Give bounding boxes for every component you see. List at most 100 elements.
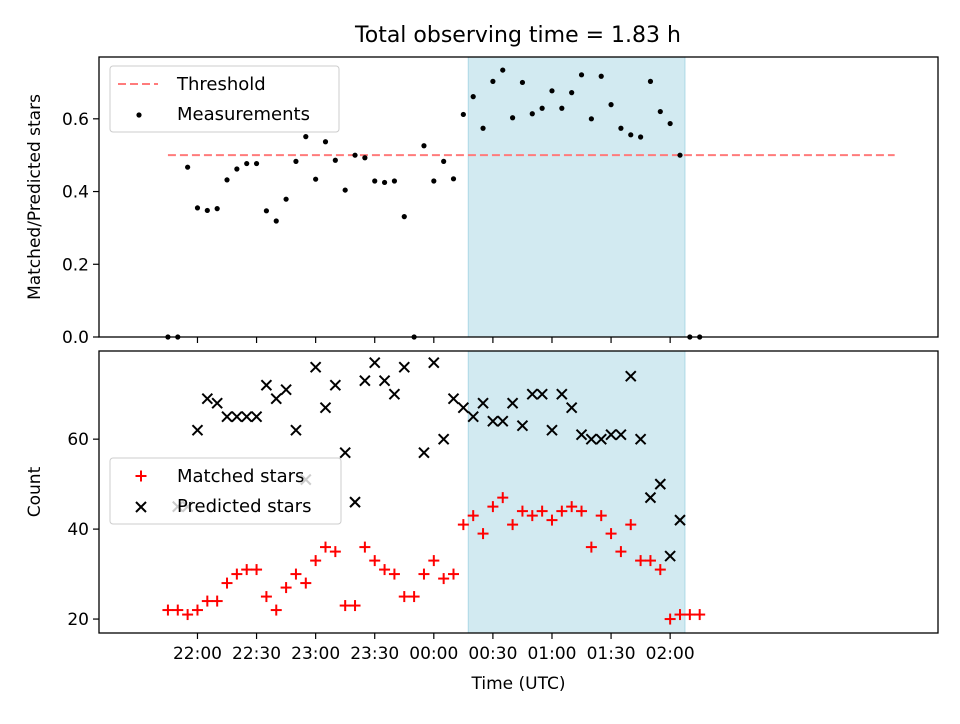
measurement-point (431, 178, 437, 184)
predicted-star-marker (378, 374, 391, 387)
predicted-marker-stroke (418, 446, 430, 459)
measurement-point (529, 111, 535, 117)
measurement-point (490, 78, 496, 84)
matched-star-marker (566, 501, 578, 513)
measurement-point (539, 105, 545, 111)
measurement-point (628, 132, 634, 138)
matched-star-marker (536, 505, 548, 517)
y-axis-label: Count (25, 466, 45, 517)
bottom-axes-frame (98, 350, 939, 634)
matched-star-marker (644, 555, 656, 567)
predicted-marker-stroke (536, 388, 548, 400)
predicted-star-marker (201, 392, 214, 405)
matched-star-marker (477, 528, 489, 540)
predicted-marker-stroke (565, 401, 578, 414)
matched-star-marker (635, 555, 647, 567)
matched-star-marker (516, 505, 528, 517)
matched-star-marker (507, 519, 519, 531)
legend-label: Threshold (176, 74, 266, 95)
predicted-marker-stroke (339, 446, 351, 459)
predicted-marker-stroke (437, 433, 450, 445)
predicted-marker-stroke (378, 374, 391, 387)
measurement-point (234, 166, 240, 172)
predicted-star-marker (516, 419, 529, 432)
predicted-marker-stroke (428, 356, 440, 369)
predicted-marker-stroke (211, 397, 223, 409)
measurement-point (273, 218, 279, 224)
measurement-point (342, 187, 348, 193)
measurement-point (381, 179, 388, 186)
matched-star-marker (654, 564, 666, 576)
predicted-star-marker (644, 491, 657, 504)
predicted-marker-stroke (388, 388, 401, 400)
x-tick-label: 02:00 (646, 644, 695, 664)
measurement-point (372, 178, 378, 184)
matched-star-marker (497, 492, 509, 504)
measurement-point (322, 139, 329, 145)
predicted-marker-stroke (487, 415, 499, 427)
predicted-star-marker (231, 410, 243, 423)
x-tick-label: 23:00 (291, 644, 340, 664)
x-tick-label: 23:30 (350, 644, 399, 664)
matched-star-marker (576, 505, 588, 517)
measurement-point (588, 116, 594, 122)
predicted-star-marker (546, 424, 558, 436)
measurement-point (313, 176, 319, 182)
matched-star-marker (231, 568, 243, 580)
matched-star-marker (467, 510, 479, 522)
matched-star-marker (349, 600, 361, 612)
predicted-star-marker (605, 428, 617, 441)
predicted-star-marker (388, 388, 401, 400)
measurement-point (647, 78, 654, 84)
y-axis-label: Matched/Predicted stars (25, 94, 45, 300)
measurement-point (194, 205, 201, 211)
predicted-star-marker (536, 388, 548, 400)
predicted-star-marker (477, 397, 489, 409)
matched-star-marker (448, 568, 460, 580)
predicted-star-marker (270, 392, 282, 405)
measurement-point (224, 177, 230, 183)
matched-star-marker (191, 604, 203, 616)
measurement-point (204, 207, 210, 214)
matched-star-marker (270, 604, 282, 616)
measurement-point (362, 155, 368, 161)
predicted-star-marker (625, 370, 637, 382)
matched-star-marker (418, 568, 430, 580)
matched-star-marker (546, 514, 558, 526)
x-tick-label: 01:30 (587, 644, 636, 664)
matched-star-marker (664, 613, 676, 625)
predicted-marker-stroke (329, 379, 342, 391)
measurement-point (352, 152, 358, 158)
predicted-marker-stroke (309, 361, 322, 373)
predicted-marker-stroke (191, 424, 204, 436)
predicted-marker-stroke (654, 478, 667, 490)
measurement-point (401, 214, 407, 220)
predicted-marker-stroke (674, 514, 686, 526)
matched-star-marker (260, 591, 272, 603)
legend-box (109, 65, 340, 133)
predicted-star-marker (565, 401, 578, 414)
measurement-point (460, 111, 466, 118)
matched-star-marker (398, 591, 410, 603)
y-tick-label: 0.2 (62, 255, 89, 275)
predicted-star-marker (250, 410, 263, 423)
matched-star-marker (201, 595, 213, 607)
predicted-marker-stroke (595, 433, 607, 445)
predicted-star-marker (447, 392, 460, 405)
matched-star-marker (300, 577, 312, 589)
measurement-point (500, 67, 506, 73)
measurement-point (638, 134, 644, 140)
matched-star-marker (329, 546, 341, 558)
measurement-point (559, 105, 565, 111)
measurement-point (519, 79, 526, 86)
predicted-marker-stroke (231, 410, 243, 423)
measurement-point (185, 164, 191, 170)
x-tick-label: 22:30 (232, 644, 281, 664)
predicted-star-marker (241, 410, 253, 423)
measurement-point (578, 72, 585, 78)
predicted-marker-stroke (664, 550, 676, 562)
predicted-marker-stroke (260, 379, 273, 391)
predicted-star-marker (428, 356, 440, 369)
predicted-marker-stroke (506, 397, 519, 409)
